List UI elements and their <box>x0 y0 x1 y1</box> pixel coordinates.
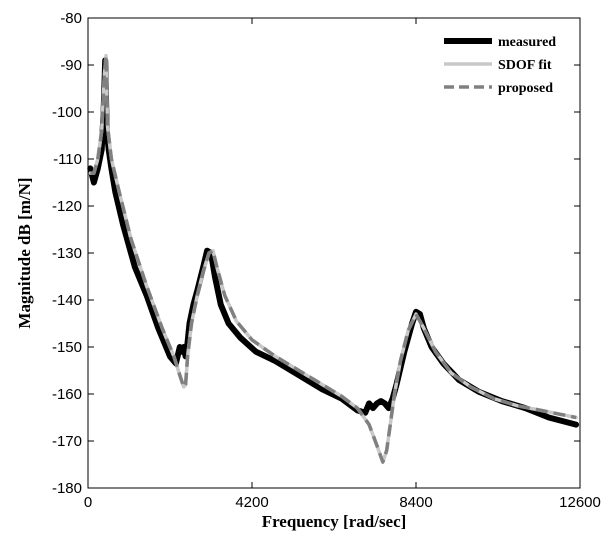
legend-label: measured <box>498 35 556 50</box>
y-tick-label: -160 <box>52 386 82 403</box>
legend-label: proposed <box>498 81 553 96</box>
x-tick-label: 12600 <box>559 494 601 511</box>
x-tick-labels: 0 4200 8400 12600 <box>84 494 601 511</box>
legend-label: SDOF fit <box>498 58 552 73</box>
y-tick-label: -100 <box>52 104 82 121</box>
x-tick-label: 8400 <box>399 494 432 511</box>
x-tick-label: 4200 <box>235 494 268 511</box>
y-tick-label: -90 <box>60 57 82 74</box>
legend: measured SDOF fit proposed <box>444 35 556 96</box>
y-axis-title: Magnitude dB [m/N] <box>15 177 34 328</box>
x-tick-label: 0 <box>84 494 92 511</box>
y-tick-label: -80 <box>60 10 82 27</box>
y-tick-labels: -80 -90 -100 -110 -120 -130 -140 -150 -160 -170 -1… <box>52 10 82 497</box>
y-tick-label: -130 <box>52 245 82 262</box>
y-tick-label: -180 <box>52 480 82 497</box>
y-tick-label: -140 <box>52 292 82 309</box>
y-tick-label: -170 <box>52 433 82 450</box>
plot-frame <box>87 17 581 489</box>
plot-area <box>87 53 580 464</box>
y-tick-label: -120 <box>52 198 82 215</box>
y-tick-label: -150 <box>52 339 82 356</box>
y-tick-label: -110 <box>53 151 82 168</box>
series-line-measured <box>87 57 580 428</box>
x-axis-title: Frequency [rad/sec] <box>262 512 407 531</box>
series-line-proposed <box>90 53 577 464</box>
